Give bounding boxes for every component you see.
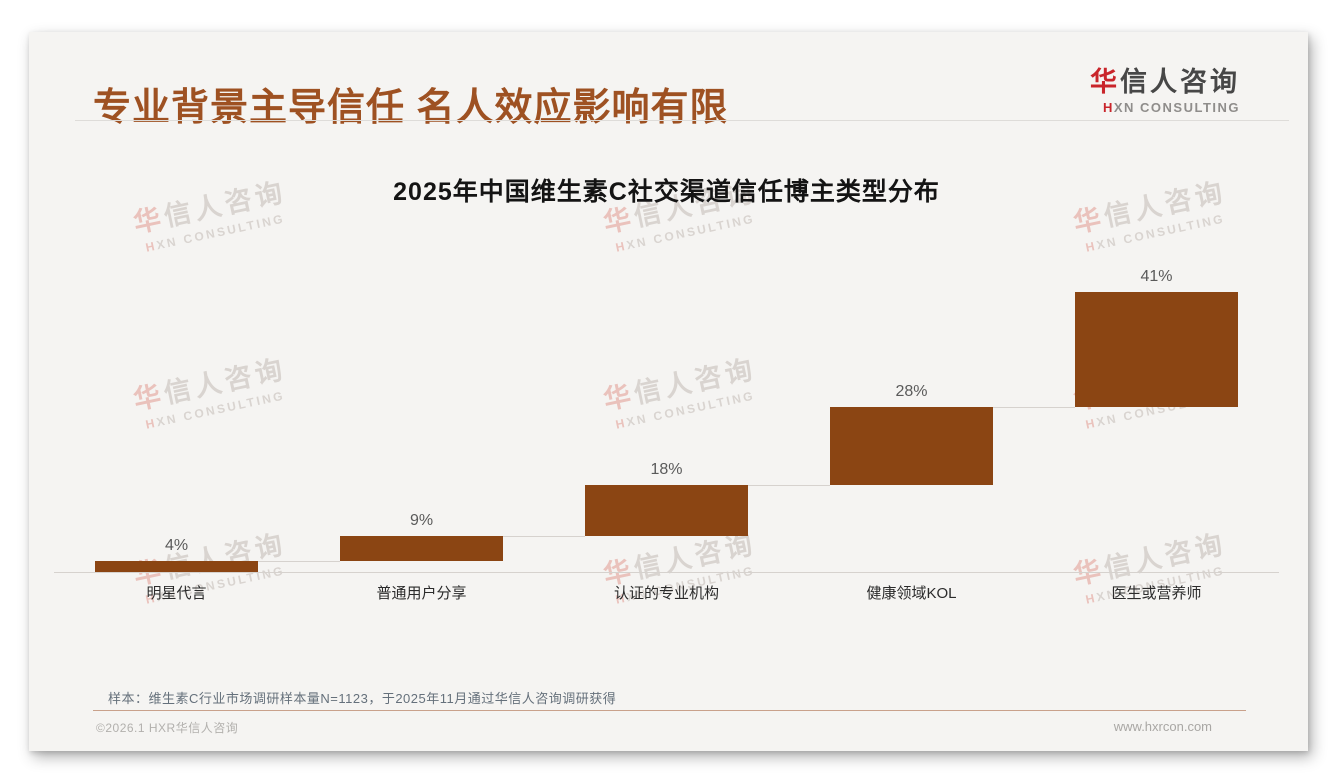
bar-value-label: 41%: [1140, 268, 1173, 285]
website-url: www.hxrcon.com: [1113, 719, 1212, 734]
waterfall-bar: [340, 535, 503, 561]
logo-subtitle-text: HXN CONSULTING: [1090, 100, 1240, 115]
chart-title: 2025年中国维生素C社交渠道信任博主类型分布: [393, 178, 940, 206]
category-label: 认证的专业机构: [613, 585, 719, 602]
waterfall-bar: [1075, 292, 1238, 407]
waterfall-bar: [830, 406, 993, 486]
header-divider: [75, 120, 1289, 121]
bar-value-label: 4%: [164, 536, 189, 554]
connector-line: [258, 560, 340, 562]
category-label: 健康领域KOL: [866, 585, 957, 602]
waterfall-chart: 2025年中国维生素C社交渠道信任博主类型分布 4% 明星代言 9% 普通用户分享 18…: [29, 32, 1308, 751]
x-axis-line: [54, 572, 1279, 573]
bar-value-label: 9%: [409, 511, 434, 529]
slide-card: 华信人咨询 HXN CONSULTING 华信人咨询 HXN CONSULTING 华信…: [29, 32, 1308, 751]
connector-line: [748, 485, 830, 487]
logo-subtitle-rest: XN CONSULTING: [1113, 100, 1240, 115]
bar-value-label: 28%: [895, 382, 928, 400]
copyright-text: ©2026.1 HXR华信人咨询: [96, 721, 239, 735]
logo-subtitle-accent: H: [1102, 100, 1114, 115]
page-title: 专业背景主导信任 名人效应影响有限: [93, 87, 729, 129]
waterfall-bar: [95, 560, 258, 572]
company-logo: 华信人咨询 HXN CONSULTING: [1090, 60, 1240, 115]
logo-brand-accent: 华: [1090, 67, 1120, 97]
footer-divider: [93, 710, 1246, 711]
category-label: 普通用户分享: [376, 585, 467, 602]
category-label: 明星代言: [146, 585, 207, 602]
waterfall-bar: [585, 485, 748, 536]
logo-brand-text: 华信人咨询: [1090, 60, 1240, 99]
sample-footnote: 样本：维生素C行业市场调研样本量N=1123，于2025年11月通过华信人咨询调…: [108, 691, 617, 706]
category-label: 医生或营养师: [1111, 585, 1202, 602]
logo-brand-rest: 信人咨询: [1120, 67, 1240, 97]
bar-value-label: 18%: [650, 461, 683, 479]
connector-line: [503, 535, 585, 537]
connector-line: [993, 406, 1075, 408]
